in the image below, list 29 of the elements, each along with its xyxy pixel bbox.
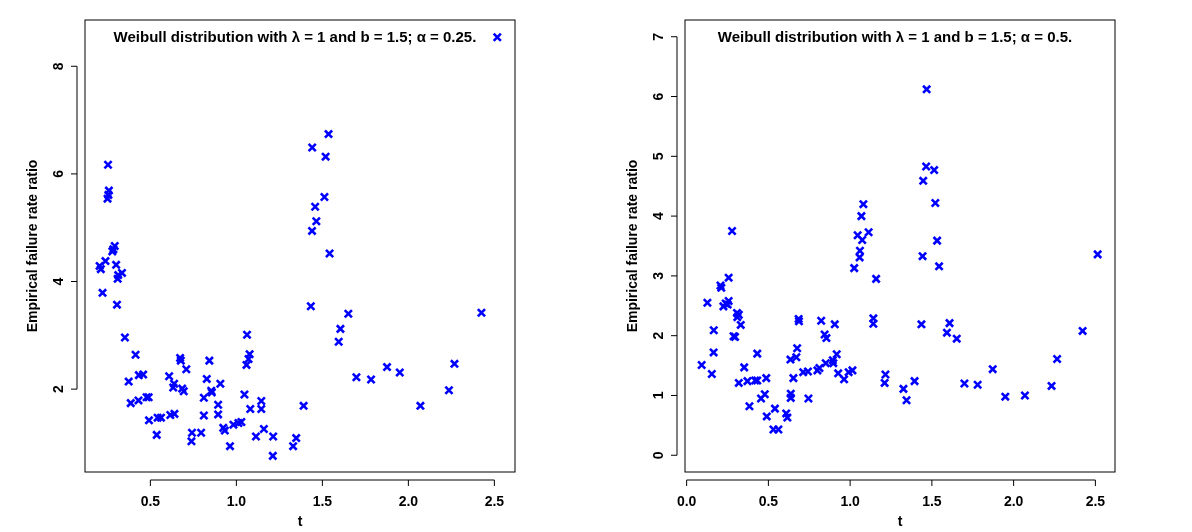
- y-tick-label: 8: [50, 62, 66, 71]
- x-tick-label: 0.5: [758, 493, 779, 509]
- x-tick-label: 0.5: [140, 493, 161, 509]
- x-tick-label: 0.0: [676, 493, 697, 509]
- y-tick-label: 2: [650, 331, 666, 340]
- text: Weibull distribution with λ = 1 and b = 1.5; α = 0.25.: [113, 28, 477, 45]
- y-tick-label: 0: [650, 451, 666, 460]
- y-tick-label: 6: [650, 92, 666, 101]
- x-tick-label: 2.5: [484, 493, 505, 509]
- y-tick-label: 2: [50, 385, 66, 394]
- x-tick-label: 1.0: [840, 493, 861, 509]
- y-tick-label: 6: [50, 169, 66, 178]
- y-axis-title: Empirical failure rate ratio: [24, 159, 40, 333]
- x-tick-label: 1.5: [922, 493, 942, 509]
- y-tick-label: 1: [650, 391, 666, 400]
- y-axis-title: Empirical failure rate ratio: [624, 159, 640, 333]
- text: Weibull distribution with λ = 1 and b = 1.5; α = 0.5.: [717, 28, 1073, 45]
- x-tick-label: 2.5: [1085, 493, 1106, 509]
- y-tick-label: 4: [650, 212, 666, 220]
- x-axis-title: t: [897, 513, 903, 529]
- x-tick-label: 1.5: [312, 493, 333, 509]
- x-tick-label: 2.0: [1003, 493, 1024, 509]
- y-tick-label: 7: [650, 32, 666, 41]
- x-tick-label: 1.0: [226, 493, 247, 509]
- y-tick-label: 4: [50, 277, 66, 286]
- y-tick-label: 5: [650, 152, 666, 161]
- x-axis-title: t: [297, 513, 303, 529]
- y-tick-label: 3: [650, 271, 666, 280]
- x-tick-label: 2.0: [398, 493, 419, 509]
